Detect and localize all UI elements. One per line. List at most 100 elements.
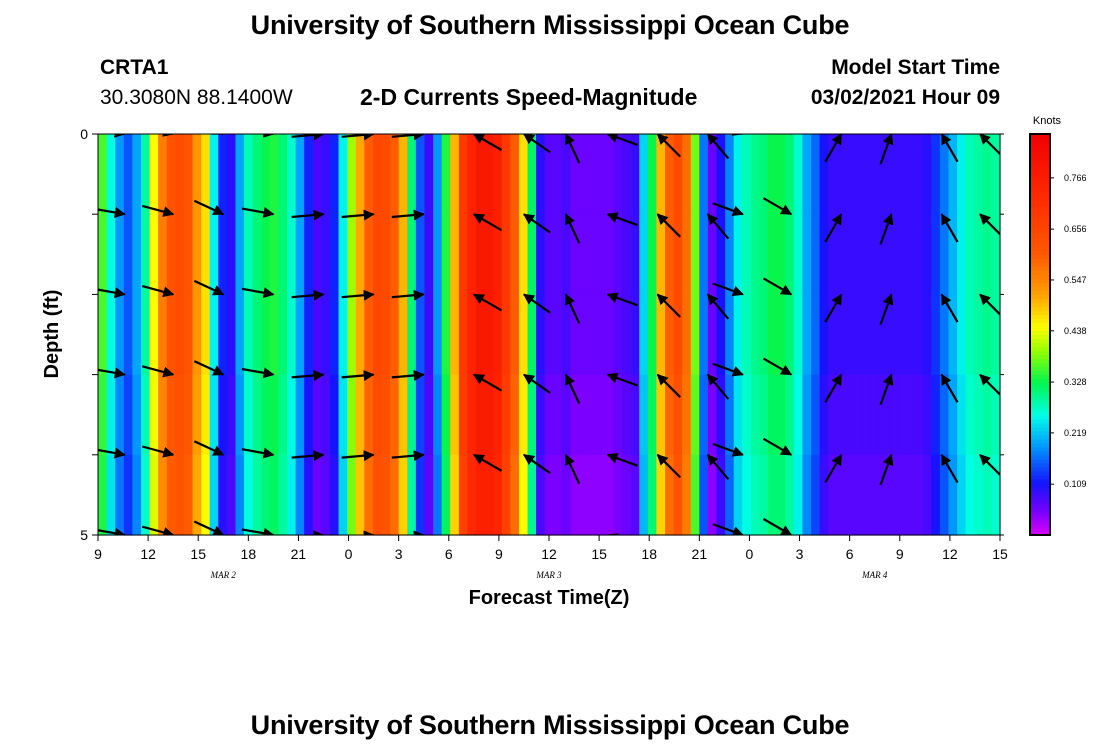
heatmap-cell (355, 214, 365, 295)
heatmap-cell (845, 214, 855, 295)
heatmap-cell (424, 134, 434, 215)
heatmap-cell (252, 214, 262, 295)
heatmap-cell (596, 134, 606, 215)
heatmap-cell (776, 294, 786, 376)
heatmap-cell (312, 294, 322, 376)
heatmap-cell (742, 454, 752, 536)
heatmap-cell (201, 294, 211, 376)
colorbar-segment (1030, 506, 1050, 512)
heatmap-cell (235, 134, 245, 215)
current-arrow (564, 373, 581, 405)
heatmap-cell (802, 294, 812, 376)
heatmap-cell (527, 374, 537, 456)
heatmap-cell (278, 454, 288, 536)
colorbar-segment (1030, 394, 1050, 400)
colorbar-unit: Knots (1033, 115, 1062, 127)
heatmap-cell (390, 454, 400, 536)
heatmap-cell (252, 374, 262, 456)
current-arrow (142, 445, 175, 458)
heatmap-cell (252, 134, 262, 215)
heatmap-cell (209, 134, 219, 215)
colorbar-segment (1030, 322, 1050, 328)
heatmap-cell (286, 454, 297, 536)
current-arrow (522, 134, 551, 154)
current-arrow (779, 134, 793, 135)
current-arrow (472, 293, 503, 312)
heatmap-cell (622, 134, 632, 215)
model-start-label: Model Start Time (831, 56, 1000, 79)
heatmap-cell (269, 134, 279, 215)
current-arrow (341, 289, 375, 301)
colorbar-segment (1030, 266, 1050, 271)
colorbar-segment (1030, 474, 1050, 480)
heatmap-cell (269, 294, 279, 376)
colorbar-segment (1030, 242, 1050, 247)
heatmap-cell (183, 374, 194, 456)
heatmap-cell (347, 214, 357, 295)
heatmap-cell (510, 134, 520, 215)
current-arrow (762, 437, 793, 456)
heatmap-cell (347, 374, 357, 456)
heatmap-cell (673, 374, 683, 456)
colorbar-segment (1030, 294, 1050, 300)
colorbar-segment (1030, 178, 1050, 183)
heatmap-cell (98, 374, 108, 456)
heatmap-cell (140, 454, 151, 536)
heatmap-cell (183, 134, 194, 215)
heatmap-cell (793, 294, 804, 376)
heatmap-cell (132, 454, 142, 536)
current-arrow (142, 365, 175, 378)
heatmap-cell (381, 214, 391, 295)
heatmap-cell (853, 134, 864, 215)
heatmap-cell (458, 294, 468, 376)
heatmap-cell (329, 374, 340, 456)
heatmap-cell (450, 214, 460, 295)
heatmap-cell (785, 374, 795, 456)
heatmap-cell (613, 374, 623, 456)
heatmap-cell (836, 214, 846, 295)
heatmap-cell (828, 454, 838, 536)
colorbar-segment (1030, 206, 1050, 211)
current-arrow (940, 134, 959, 163)
heatmap-cell (261, 374, 271, 456)
heatmap-cell (879, 294, 889, 376)
heatmap-cell (484, 294, 494, 376)
heatmap-cell (536, 214, 546, 295)
heatmap-cell (639, 374, 649, 456)
heatmap-cell (467, 214, 477, 295)
colorbar-segment (1030, 398, 1050, 404)
heatmap-cell (939, 134, 950, 215)
heatmap-cell (433, 294, 443, 376)
heatmap-cell (140, 134, 151, 215)
current-arrow (472, 373, 503, 392)
heatmap-cell (776, 214, 786, 295)
heatmap-cell (347, 454, 357, 536)
station-id: CRTA1 (100, 56, 169, 79)
colorbar-segment (1030, 342, 1050, 348)
colorbar-segment (1030, 190, 1050, 195)
x-tick-label: 15 (190, 546, 206, 562)
current-arrow (979, 293, 1000, 316)
heatmap-cell (450, 454, 460, 536)
colorbar-segment (1030, 470, 1050, 476)
current-arrow (940, 453, 959, 484)
heatmap-cell (750, 454, 761, 536)
heatmap-cell (716, 374, 726, 456)
heatmap-cell (991, 454, 1001, 536)
heatmap-cell (140, 294, 151, 376)
colorbar-segment (1030, 310, 1050, 316)
date-label: MAR 4 (861, 570, 888, 580)
heatmap-cell (647, 454, 657, 536)
heatmap-cell (304, 294, 314, 376)
heatmap-cell (836, 294, 846, 376)
heatmap-cell (664, 374, 675, 456)
colorbar-tick-label: 0.438 (1064, 326, 1087, 336)
heatmap-cell (879, 214, 889, 295)
colorbar-segment (1030, 162, 1050, 167)
current-arrow (979, 134, 1000, 156)
colorbar-segment (1030, 282, 1050, 287)
heatmap-cell (475, 214, 486, 295)
heatmap-cell (158, 374, 168, 456)
heatmap-cell (888, 374, 898, 456)
heatmap-cell (175, 214, 185, 295)
